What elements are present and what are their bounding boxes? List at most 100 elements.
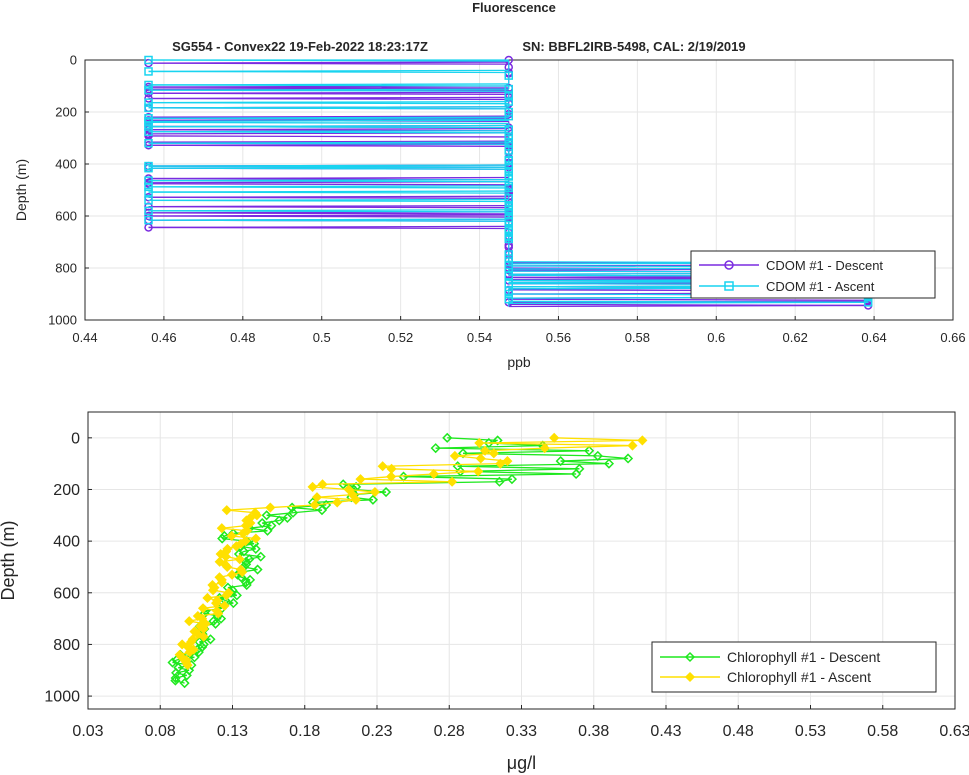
chlorophyll-segment [225,599,234,604]
cdom-segment [508,298,869,301]
chlorophyll-marker [287,507,299,518]
chlorophyll-segment [322,481,453,485]
x-tick-label: 0.33 [506,723,537,740]
axes-box [87,411,956,710]
axes-box [84,59,954,321]
chlorophyll-segment [270,504,315,509]
cdom-ascent-series [144,55,873,307]
legend: Chlorophyll #1 - Descent Chlorophyll #1 -… [651,641,937,693]
y-tick-label: 0 [70,53,77,68]
cdom-segment [508,304,869,308]
x-tick-label: 0.63 [939,723,969,740]
chlorophyll-marker [182,660,193,671]
legend-label: CDOM #1 - Ascent [766,279,875,294]
cdom-segment [148,117,509,120]
cdom-segment [148,59,509,62]
x-tick-label: 0.13 [217,723,248,740]
y-tick-label: 1000 [48,313,77,328]
x-tick-label: 0.48 [230,330,255,345]
chlorophyll-marker [227,585,238,596]
cdom-segment [148,135,509,138]
x-tick-label: 0.64 [861,330,886,345]
legend-item: CDOM #1 - Descent [699,258,883,273]
legend-marker [684,671,696,683]
y-tick-label: 400 [53,534,80,551]
x-tick-label: 0.58 [867,723,898,740]
y-tick-label: 400 [55,157,77,172]
chlorophyll-segment [279,517,288,522]
x-tick-label: 0.44 [72,330,97,345]
cdom-segment [508,301,869,305]
cdom-marker [504,264,513,274]
chlorophyll-segment [175,672,187,677]
x-tick-label: 0.53 [795,723,826,740]
chlorophyll-segment [479,442,633,447]
chlorophyll-ascent-series [174,432,648,671]
legend-marker [724,281,734,291]
cdom-segment [148,84,509,87]
cdom-segment [148,131,509,134]
chlorophyll-marker [236,572,247,583]
y-axis-label: Depth (m) [13,159,29,221]
chlorophyll-marker [179,678,190,689]
legend-item: Chlorophyll #1 - Ascent [660,669,871,685]
chlorophyll-segment [175,679,185,684]
chlorophyll-marker [492,435,503,446]
chlorophyll-marker [571,468,582,480]
y-tick-label: 800 [53,637,80,654]
legend-item: CDOM #1 - Ascent [699,279,875,294]
chlorophyll-segment [403,475,512,480]
chlorophyll-segment [226,509,256,514]
x-tick-label: 0.46 [151,330,176,345]
chlorophyll-marker [584,445,595,456]
chlorophyll-marker [338,479,349,490]
cdom-segment [148,219,509,222]
x-tick-label: 0.6 [707,330,725,345]
cdom-segment [148,89,509,92]
chlorophyll-segment [360,478,453,483]
legend-label: CDOM #1 - Descent [766,258,883,273]
chlorophyll-plot: 0.03 0.08 0.13 0.18 0.23 0.28 0.33 0.38 0.43 0.48… [0,411,969,773]
x-tick-label: 0.54 [467,330,492,345]
x-tick-label: 0.66 [940,330,965,345]
chlorophyll-marker [494,476,505,487]
chlorophyll-marker [210,618,221,629]
chlorophyll-marker [181,670,192,681]
chlorophyll-segment [433,470,479,475]
cdom-segment [148,212,509,215]
chlorophyll-segment [435,444,543,449]
x-axis-label: ppb [507,354,531,370]
chlorophyll-marker [238,546,249,557]
chlorophyll-segment [479,439,643,444]
x-tick-label: 0.23 [361,723,392,740]
cdom-segment [148,125,509,129]
cdom-segment [148,226,509,230]
chlorophyll-segment [382,463,501,467]
x-tick-label: 0.43 [650,723,681,740]
y-tick-label: 200 [53,482,80,499]
y-tick-label: 600 [53,585,80,602]
chlorophyll-segment [499,478,513,483]
cdom-segment [148,144,509,147]
cdom-plot: 0.44 0.46 0.48 0.5 0.52 0.54 0.56 0.58 0.6 0.62 0.… [13,53,966,370]
chlorophyll-segment [243,566,258,571]
chlorophyll-segment [457,465,580,470]
chlorophyll-segment [292,504,327,509]
x-tick-label: 0.56 [546,330,571,345]
cdom-segment [148,119,509,123]
legend-box [651,641,937,693]
legend-label: Chlorophyll #1 - Ascent [727,669,871,685]
chlorophyll-marker [228,598,239,609]
cdom-segment [148,121,509,125]
x-tick-label: 0.62 [783,330,808,345]
cdom-segment [148,183,509,186]
x-tick-label: 0.48 [723,723,754,740]
legend-label: Chlorophyll #1 - Descent [727,649,880,665]
chlorophyll-segment [243,548,256,553]
chlorophyll-segment [560,457,629,462]
y-tick-label: 200 [55,105,77,120]
x-axis-label: μg/l [507,753,536,773]
chlorophyll-marker [506,474,518,485]
